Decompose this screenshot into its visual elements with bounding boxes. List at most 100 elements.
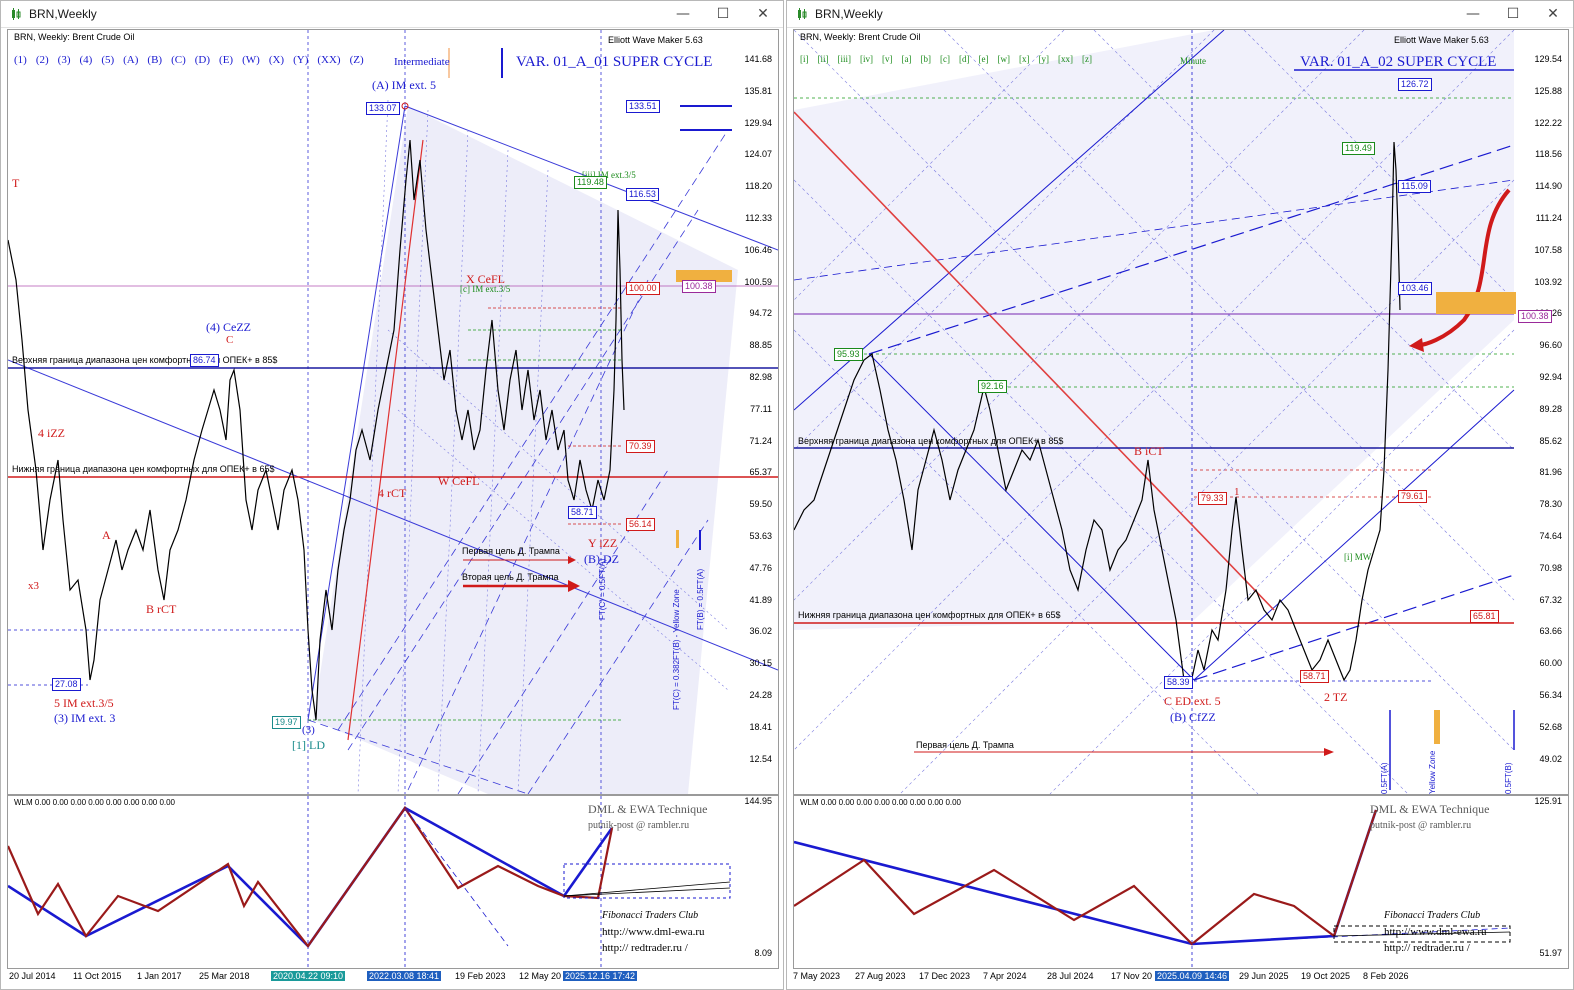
wave-label-imext2: [c] IM ext.3/5	[460, 284, 511, 294]
degree-button[interactable]: (4)	[79, 54, 93, 66]
left-window-title: BRN,Weekly	[29, 7, 97, 21]
degree-button[interactable]: [x]	[1019, 54, 1030, 64]
price-tag: 103.46	[1398, 282, 1432, 295]
wave-label-im5: 5 IM ext.3/5	[54, 696, 114, 710]
degree-button[interactable]: (X)	[268, 54, 285, 66]
degree-button[interactable]: [i]	[800, 54, 809, 64]
y-tick: 100.59	[744, 276, 772, 287]
left-variant-title: VAR. 01_A_01 SUPER CYCLE	[516, 54, 713, 70]
degree-button[interactable]: [iv]	[860, 54, 873, 64]
y-tick: 65.37	[749, 467, 772, 478]
degree-button[interactable]: (E)	[219, 54, 234, 66]
right-symbol-label: BRN, Weekly: Brent Crude Oil	[800, 32, 921, 42]
degree-button[interactable]: [z]	[1082, 54, 1092, 64]
right-variant-title: VAR. 01_A_02 SUPER CYCLE	[1300, 54, 1497, 70]
chart-tag: 19.97	[272, 716, 301, 729]
degree-button[interactable]: (Z)	[349, 54, 364, 66]
chart-tag: 133.07	[366, 102, 400, 115]
degree-button[interactable]: (D)	[194, 54, 211, 66]
degree-button[interactable]: [d]	[959, 54, 970, 64]
right-vert-label: Yellow Zone	[1428, 750, 1437, 794]
right-degree-name: Minute	[1180, 56, 1206, 66]
degree-button[interactable]: [xx]	[1058, 54, 1073, 64]
right-vert-label: 0.5FT(A)	[1380, 762, 1389, 794]
left-price-chart[interactable]: BRN, Weekly: Brent Crude Oil Elliott Wav…	[7, 29, 779, 795]
x-tick: 17 Nov 20	[1111, 971, 1153, 981]
y-tick: 74.64	[1539, 531, 1562, 541]
x-tick: 19 Feb 2023	[455, 971, 506, 981]
left-degree-selector[interactable]: (1) (2) (3) (4) (5) (A) (B) (C) (D) (E) (W) (X) (Y) (…	[14, 54, 373, 66]
maximize-button[interactable]: ☐	[703, 1, 743, 27]
degree-button[interactable]: (C)	[171, 54, 186, 66]
degree-button[interactable]: (Y)	[293, 54, 309, 66]
minimize-button[interactable]: —	[1453, 1, 1493, 27]
left-wlm-indicator[interactable]: WLM 0.00 0.00 0.00 0.00 0.00 0.00 0.00 0…	[7, 795, 779, 969]
y-tick: 71.24	[749, 435, 772, 446]
y-tick: 53.63	[749, 531, 772, 541]
price-tag: 133.51	[626, 100, 660, 113]
y-tick: 135.81	[744, 85, 772, 96]
close-button[interactable]: ✕	[743, 1, 783, 27]
price-tag: 70.39	[626, 440, 655, 453]
x-tick-highlight: 2022.03.08 18:41	[367, 971, 442, 981]
degree-button[interactable]: (2)	[35, 54, 49, 66]
left-dml-watermark: DML & EWA Technique	[588, 802, 708, 816]
degree-button[interactable]: (XX)	[317, 54, 341, 66]
x-tick-highlight: 2025.04.09 14:46	[1155, 971, 1230, 981]
y-tick: 67.32	[1539, 594, 1562, 605]
left-chart-window[interactable]: BRN,Weekly — ☐ ✕	[0, 0, 784, 990]
candlestick-app-icon	[12, 8, 21, 20]
degree-button[interactable]: [w]	[997, 54, 1011, 64]
degree-button[interactable]: [a]	[901, 54, 912, 64]
degree-button[interactable]: [v]	[882, 54, 893, 64]
left-titlebar[interactable]: BRN,Weekly — ☐ ✕	[1, 1, 783, 28]
y-tick: 47.76	[749, 562, 772, 573]
right-wlm-indicator[interactable]: WLM 0.00 0.00 0.00 0.00 0.00 0.00 0.00 0…	[793, 795, 1569, 969]
right-degree-selector[interactable]: [i] [ii] [iii] [iv] [v] [a] [b] [c] [d] [e] [w] [x]…	[800, 54, 1101, 64]
close-button[interactable]: ✕	[1533, 1, 1573, 27]
y-tick: 77.11	[750, 403, 772, 414]
y-tick: 18.41	[749, 721, 772, 732]
degree-button[interactable]: [e]	[978, 54, 989, 64]
degree-button[interactable]: (B)	[147, 54, 163, 66]
x-tick-highlight: 2025.12.16 17:42	[563, 971, 638, 981]
degree-button[interactable]: (3)	[57, 54, 71, 66]
left-lower-line-label: Нижняя граница диапазона цен комфортных …	[12, 464, 275, 474]
left-degree-name: Intermediate	[394, 56, 450, 68]
degree-button[interactable]: (W)	[242, 54, 260, 66]
price-tag: 115.09	[1398, 180, 1431, 193]
wave-label-ceZZ: (4) CeZZ	[206, 320, 251, 334]
x-tick: 28 Jul 2024	[1047, 971, 1094, 981]
degree-button[interactable]: [c]	[940, 54, 950, 64]
chart-tag: 119.48	[574, 176, 607, 189]
degree-button[interactable]: [ii]	[817, 54, 829, 64]
y-tick: 124.07	[744, 149, 772, 160]
right-target1-label: Первая цель Д. Трампа	[916, 740, 1014, 750]
degree-button[interactable]: [y]	[1038, 54, 1050, 64]
degree-button[interactable]: (5)	[101, 54, 115, 66]
degree-button[interactable]: (1)	[14, 54, 27, 66]
right-chart-window[interactable]: BRN,Weekly — ☐ ✕	[786, 0, 1574, 990]
degree-button[interactable]: [b]	[920, 54, 932, 64]
wave-label-three: (3)	[302, 724, 315, 736]
x-tick: 19 Oct 2025	[1301, 971, 1351, 981]
right-titlebar[interactable]: BRN,Weekly — ☐ ✕	[787, 1, 1573, 28]
left-wlm-drawing	[8, 796, 731, 968]
ind-y-tick: 125.91	[1534, 796, 1562, 806]
x-tick: 20 Jul 2014	[9, 971, 56, 981]
wave-label-bcfzz: (B) CfZZ	[1170, 710, 1216, 724]
price-tag: 100.00	[626, 282, 660, 295]
degree-button[interactable]: [iii]	[837, 54, 852, 64]
left-chart-drawing	[8, 30, 778, 794]
left-upper-line-label: Верхняя граница диапазона цен комфортных…	[12, 355, 278, 365]
chart-tag: 58.71	[568, 506, 597, 519]
price-tag: 56.14	[626, 518, 655, 531]
right-price-chart[interactable]: BRN, Weekly: Brent Crude Oil Elliott Wav…	[793, 29, 1569, 795]
maximize-icon: ☐	[716, 6, 730, 22]
degree-button[interactable]: (A)	[123, 54, 139, 66]
wave-label-yizz: Y iZZ	[588, 536, 618, 550]
chart-tag: 58.39	[1164, 676, 1193, 689]
right-wlm-drawing	[794, 796, 1511, 968]
minimize-button[interactable]: —	[663, 1, 703, 27]
maximize-button[interactable]: ☐	[1493, 1, 1533, 27]
